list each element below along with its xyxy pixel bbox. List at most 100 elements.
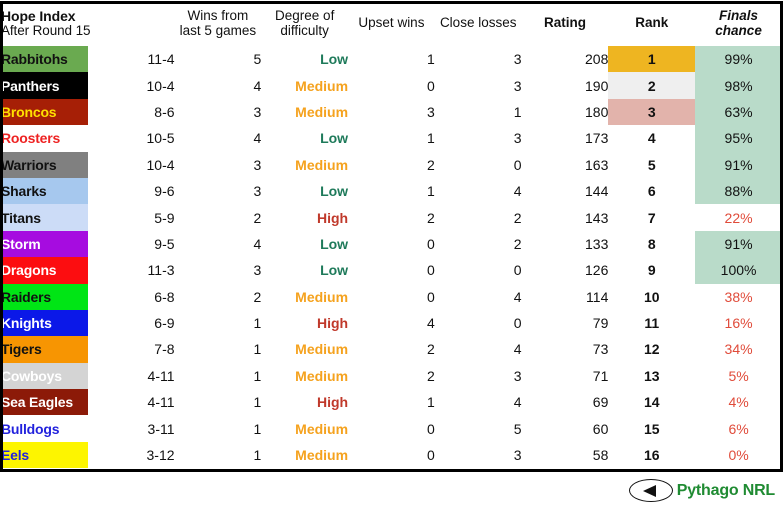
table-row: Knights 6-9 1 High 4 0 79 11 16% [1,309,782,337]
table-body: Rabbitohs 11-4 5 Low 1 3 208 1 99% Panthers 10-4 4 M… [1,46,782,469]
finals-chance-cell: 91% [695,230,782,258]
rating-cell: 208 [521,46,609,73]
team-name-cell: Raiders [1,283,88,310]
column-header-rating: Rating [521,1,609,46]
degree-of-difficulty-cell: High [261,389,349,416]
wins-last5-cell: 1 [174,309,262,337]
wins-last5-cell: 1 [174,362,262,390]
rating-cell: 73 [521,336,609,363]
team-name-cell: Roosters [1,125,88,152]
upset-wins-cell: 4 [348,309,435,337]
finals-chance-cell: 63% [695,98,782,126]
upset-wins-cell: 1 [348,389,435,416]
wins-last5-cell: 4 [174,125,262,152]
rank-cell: 13 [608,362,696,390]
rank-cell: 3 [608,98,696,126]
table-row: Storm 9-5 4 Low 0 2 133 8 91% [1,230,782,258]
upset-wins-cell: 0 [348,72,435,99]
team-name-cell: Sea Eagles [1,389,88,416]
rating-cell: 60 [521,415,609,442]
close-losses-cell: 3 [434,72,522,99]
degree-of-difficulty-cell: Medium [261,283,349,310]
column-header-wins-line2: last 5 games [179,22,257,38]
close-losses-cell: 1 [434,98,522,126]
column-header-difficulty-line1: Degree of [275,7,335,23]
close-losses-cell: 2 [434,230,522,258]
rating-cell: 114 [521,283,609,310]
upset-wins-cell: 1 [348,46,435,73]
upset-wins-cell: 0 [348,415,435,442]
team-name-cell: Broncos [1,98,88,126]
close-losses-cell: 4 [434,389,522,416]
rating-cell: 126 [521,257,609,284]
degree-of-difficulty-cell: Low [261,46,349,73]
rank-cell: 6 [608,177,696,205]
team-record-cell: 10-4 [87,151,175,178]
team-name-cell: Bulldogs [1,415,88,442]
team-record-cell: 4-11 [87,389,175,416]
team-record-cell: 4-11 [87,362,175,390]
table-row: Cowboys 4-11 1 Medium 2 3 71 13 5% [1,362,782,390]
table-row: Panthers 10-4 4 Medium 0 3 190 2 98% [1,72,782,99]
table-row: Rabbitohs 11-4 5 Low 1 3 208 1 99% [1,46,782,73]
degree-of-difficulty-cell: Medium [261,72,349,99]
table-row: Warriors 10-4 3 Medium 2 0 163 5 91% [1,151,782,178]
column-header-difficulty: Degree of difficulty [261,1,349,46]
close-losses-cell: 3 [434,46,522,73]
close-losses-cell: 3 [434,125,522,152]
table-header: Hope Index After Round 15 Wins from last… [1,1,782,46]
table-row: Sea Eagles 4-11 1 High 1 4 69 14 4% [1,389,782,416]
team-record-cell: 10-4 [87,72,175,99]
team-name-cell: Storm [1,230,88,258]
finals-chance-cell: 100% [695,257,782,284]
degree-of-difficulty-cell: Medium [261,336,349,363]
wins-last5-cell: 4 [174,72,262,99]
degree-of-difficulty-cell: Low [261,177,349,205]
rank-cell: 10 [608,283,696,310]
finals-chance-cell: 22% [695,204,782,231]
rank-cell: 4 [608,125,696,152]
upset-wins-cell: 2 [348,204,435,231]
upset-wins-cell: 1 [348,125,435,152]
upset-wins-cell: 2 [348,362,435,390]
team-name-cell: Eels [1,441,88,469]
table-row: Tigers 7-8 1 Medium 2 4 73 12 34% [1,336,782,363]
page-title: Hope Index [1,7,76,24]
degree-of-difficulty-cell: Medium [261,362,349,390]
table-row: Sharks 9-6 3 Low 1 4 144 6 88% [1,177,782,205]
finals-chance-cell: 38% [695,283,782,310]
upset-wins-cell: 2 [348,151,435,178]
team-name-cell: Tigers [1,336,88,363]
rating-cell: 71 [521,362,609,390]
close-losses-cell: 3 [434,362,522,390]
table-row: Dragons 11-3 3 Low 0 0 126 9 100% [1,257,782,284]
column-header-finals-line2: chance [715,22,762,38]
wins-last5-cell: 1 [174,336,262,363]
degree-of-difficulty-cell: Medium [261,98,349,126]
finals-chance-cell: 4% [695,389,782,416]
team-name-cell: Panthers [1,72,88,99]
rank-cell: 2 [608,72,696,99]
page-subtitle: After Round 15 [1,22,91,38]
degree-of-difficulty-cell: Medium [261,151,349,178]
table-row: Titans 5-9 2 High 2 2 143 7 22% [1,204,782,231]
rank-cell: 14 [608,389,696,416]
wins-last5-cell: 1 [174,389,262,416]
rank-cell: 16 [608,441,696,469]
rating-cell: 133 [521,230,609,258]
upset-wins-cell: 0 [348,283,435,310]
column-header-wins: Wins from last 5 games [174,1,262,46]
rating-cell: 180 [521,98,609,126]
table-row: Eels 3-12 1 Medium 0 3 58 16 0% [1,441,782,469]
wins-last5-cell: 2 [174,204,262,231]
degree-of-difficulty-cell: Low [261,230,349,258]
wins-last5-cell: 3 [174,257,262,284]
close-losses-cell: 2 [434,204,522,231]
finals-chance-cell: 0% [695,441,782,469]
rank-cell: 7 [608,204,696,231]
column-header-upset-wins: Upset wins [348,1,435,46]
degree-of-difficulty-cell: Medium [261,415,349,442]
rank-cell: 8 [608,230,696,258]
wins-last5-cell: 2 [174,283,262,310]
